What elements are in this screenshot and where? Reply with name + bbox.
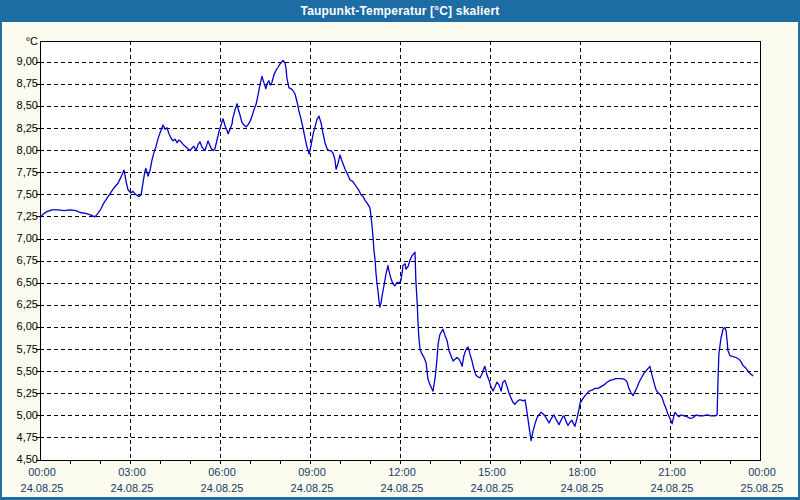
x-tick-time-label: 09:00 xyxy=(282,466,342,479)
y-tick-label: 9,00 xyxy=(2,55,38,68)
x-tick-time-label: 21:00 xyxy=(642,466,702,479)
y-tick-label: 5,00 xyxy=(2,409,38,422)
y-tick-label: 7,50 xyxy=(2,188,38,201)
y-tick-label: 6,75 xyxy=(2,254,38,267)
chart-title: Taupunkt-Temperatur [°C] skaliert xyxy=(301,4,500,18)
y-tick-label: 7,75 xyxy=(2,166,38,179)
x-tick-date-label: 24.08.25 xyxy=(192,482,252,495)
chart-window: Taupunkt-Temperatur [°C] skaliert °C 9,0… xyxy=(0,0,800,500)
x-tick-time-label: 15:00 xyxy=(462,466,522,479)
plot-area xyxy=(0,22,800,500)
x-tick-date-label: 24.08.25 xyxy=(12,482,72,495)
y-tick-label: 4,50 xyxy=(2,453,38,466)
y-tick-label: 8,00 xyxy=(2,144,38,157)
y-tick-label: 5,75 xyxy=(2,343,38,356)
y-tick-label: 6,00 xyxy=(2,320,38,333)
x-tick-date-label: 24.08.25 xyxy=(282,482,342,495)
y-tick-label: 6,25 xyxy=(2,298,38,311)
x-tick-time-label: 00:00 xyxy=(732,466,792,479)
y-tick-label: 8,75 xyxy=(2,77,38,90)
x-tick-date-label: 24.08.25 xyxy=(462,482,522,495)
x-tick-time-label: 03:00 xyxy=(102,466,162,479)
y-tick-label: 5,25 xyxy=(2,387,38,400)
x-tick-date-label: 24.08.25 xyxy=(552,482,612,495)
y-tick-label: 5,50 xyxy=(2,365,38,378)
y-tick-label: 8,25 xyxy=(2,122,38,135)
x-tick-time-label: 12:00 xyxy=(372,466,432,479)
title-bar: Taupunkt-Temperatur [°C] skaliert xyxy=(0,0,800,22)
y-tick-label: 6,50 xyxy=(2,276,38,289)
y-tick-label: 8,50 xyxy=(2,99,38,112)
y-tick-label: 7,25 xyxy=(2,210,38,223)
plot-frame xyxy=(40,41,760,460)
x-tick-date-label: 25.08.25 xyxy=(732,482,792,495)
x-tick-date-label: 24.08.25 xyxy=(372,482,432,495)
x-tick-date-label: 24.08.25 xyxy=(642,482,702,495)
x-tick-time-label: 06:00 xyxy=(192,466,252,479)
x-tick-date-label: 24.08.25 xyxy=(102,482,162,495)
x-tick-time-label: 00:00 xyxy=(12,466,72,479)
x-tick-time-label: 18:00 xyxy=(552,466,612,479)
y-tick-label: 7,00 xyxy=(2,232,38,245)
y-tick-label: 4,75 xyxy=(2,431,38,444)
